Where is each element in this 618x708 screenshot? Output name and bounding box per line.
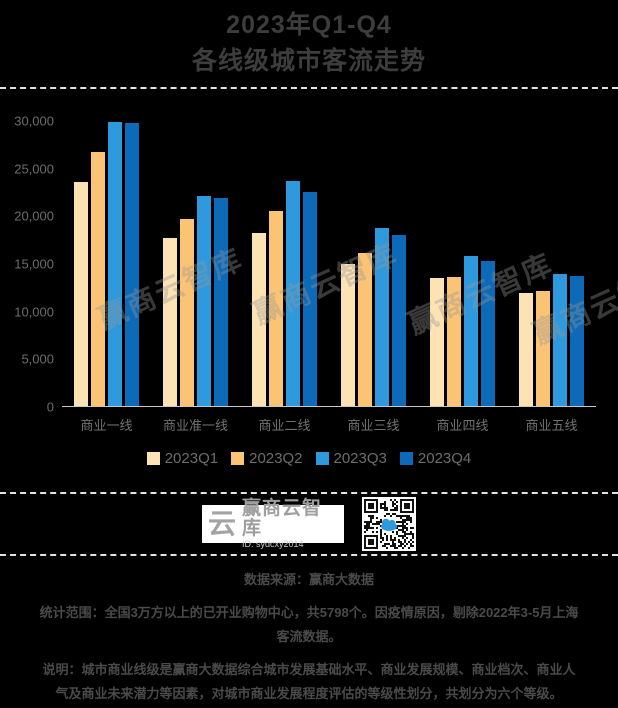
brand-name: 赢商云智库 — [242, 497, 323, 539]
explanation-note: 说明：城市商业线级是赢商大数据综合城市发展基础水平、商业发展规模、商业档次、商业… — [42, 662, 576, 701]
x-axis-label: 商业五线 — [525, 418, 578, 433]
title-line-2: 各线级城市客流走势 — [191, 47, 426, 75]
y-tick-label: 5,000 — [21, 351, 54, 367]
bar-2023Q4 — [481, 261, 495, 406]
brand-wechat-id: ID: sydcxy2014 — [242, 538, 304, 549]
dashed-divider-middle — [0, 492, 618, 494]
dashed-divider-top — [0, 87, 618, 89]
legend-swatch-icon — [315, 452, 329, 465]
x-axis-label: 商业准一线 — [162, 418, 228, 433]
bar-2023Q4 — [125, 122, 139, 406]
bar-group-商业三线 — [329, 121, 418, 406]
y-tick-label: 0 — [46, 399, 54, 415]
branding-band: 云 赢商云智库 ID: sydcxy2014 — [0, 494, 618, 554]
bar-2023Q4 — [392, 235, 406, 406]
y-tick-label: 20,000 — [14, 208, 54, 224]
y-axis: 0 5,000 10,000 15,000 20,000 25,000 30,000 — [0, 114, 62, 415]
qr-code — [362, 497, 416, 551]
bar-2023Q1 — [252, 233, 266, 406]
legend-label: 2023Q2 — [249, 450, 303, 467]
bar-2023Q1 — [163, 238, 177, 406]
dashed-divider-bottom — [0, 554, 618, 556]
legend-item-2023Q3: 2023Q3 — [315, 450, 387, 467]
bar-chart: 0 5,000 10,000 15,000 20,000 25,000 30,000 赢商云… — [0, 114, 618, 415]
bar-2023Q3 — [464, 256, 478, 406]
y-tick-label: 15,000 — [14, 256, 54, 272]
bar-2023Q3 — [553, 274, 567, 406]
bar-2023Q4 — [570, 276, 584, 406]
bar-2023Q1 — [74, 181, 88, 406]
bar-2023Q2 — [180, 219, 194, 406]
statistics-scope-note: 统计范围：全国3万方以上的已开业购物中心，共5798个。因疫情原因，剔除2022… — [39, 605, 579, 644]
x-axis-label: 商业一线 — [80, 418, 133, 433]
qr-pattern — [364, 499, 414, 549]
legend-label: 2023Q3 — [333, 450, 387, 467]
legend-item-2023Q4: 2023Q4 — [399, 450, 472, 467]
bar-2023Q2 — [447, 277, 461, 406]
bar-group-商业准一线 — [151, 121, 240, 406]
bar-group-商业一线 — [62, 121, 151, 406]
y-tick-label: 25,000 — [14, 161, 54, 177]
legend-swatch-icon — [146, 452, 160, 465]
footer-notes: 数据来源：赢商大数据 统计范围：全国3万方以上的已开业购物中心，共5798个。因… — [0, 556, 618, 706]
bar-group-商业四线 — [418, 121, 507, 406]
title-line-1: 2023年Q1-Q4 — [226, 11, 392, 39]
x-axis-spacer — [0, 415, 62, 434]
bar-2023Q1 — [519, 292, 533, 406]
legend-label: 2023Q4 — [417, 450, 472, 467]
bar-2023Q2 — [358, 252, 372, 406]
bar-2023Q3 — [286, 181, 300, 406]
bar-2023Q3 — [108, 121, 122, 406]
brand-logo-box: 云 赢商云智库 ID: sydcxy2014 — [202, 498, 344, 549]
x-axis-label: 商业四线 — [436, 418, 489, 433]
brand-text-block: 赢商云智库 ID: sydcxy2014 — [242, 497, 336, 550]
y-tick-label: 30,000 — [14, 113, 54, 129]
plot-area: 赢商云智库 赢商云智库 赢商云智库 赢商云智库 — [62, 121, 618, 407]
bar-group-商业二线 — [240, 121, 329, 406]
bar-2023Q4 — [303, 191, 317, 406]
legend-label: 2023Q1 — [164, 450, 219, 467]
cloud-logo-icon: 云 — [208, 508, 237, 539]
bar-2023Q2 — [536, 290, 550, 406]
chart-title: 2023年Q1-Q4 各线级城市客流走势 — [0, 0, 618, 79]
legend-item-2023Q1: 2023Q1 — [146, 450, 219, 467]
x-axis-label: 商业二线 — [258, 418, 311, 433]
legend-swatch-icon — [399, 452, 413, 465]
legend-item-2023Q2: 2023Q2 — [231, 450, 303, 467]
bar-2023Q4 — [214, 198, 228, 406]
bar-2023Q3 — [197, 196, 211, 406]
bar-2023Q2 — [91, 152, 105, 406]
bar-2023Q2 — [269, 210, 283, 406]
data-source-note: 数据来源：赢商大数据 — [243, 572, 374, 587]
bar-2023Q1 — [430, 278, 444, 406]
y-tick-label: 10,000 — [14, 304, 54, 320]
bar-2023Q1 — [341, 263, 355, 406]
x-axis-labels: 商业一线 商业准一线 商业二线 商业三线 商业四线 商业五线 — [0, 415, 618, 434]
legend-swatch-icon — [231, 452, 245, 465]
bar-group-商业五线 — [507, 121, 596, 406]
x-axis-label: 商业三线 — [347, 418, 400, 433]
chart-legend: 2023Q1 2023Q2 2023Q3 2023Q4 — [0, 450, 618, 467]
bar-2023Q3 — [375, 227, 389, 406]
